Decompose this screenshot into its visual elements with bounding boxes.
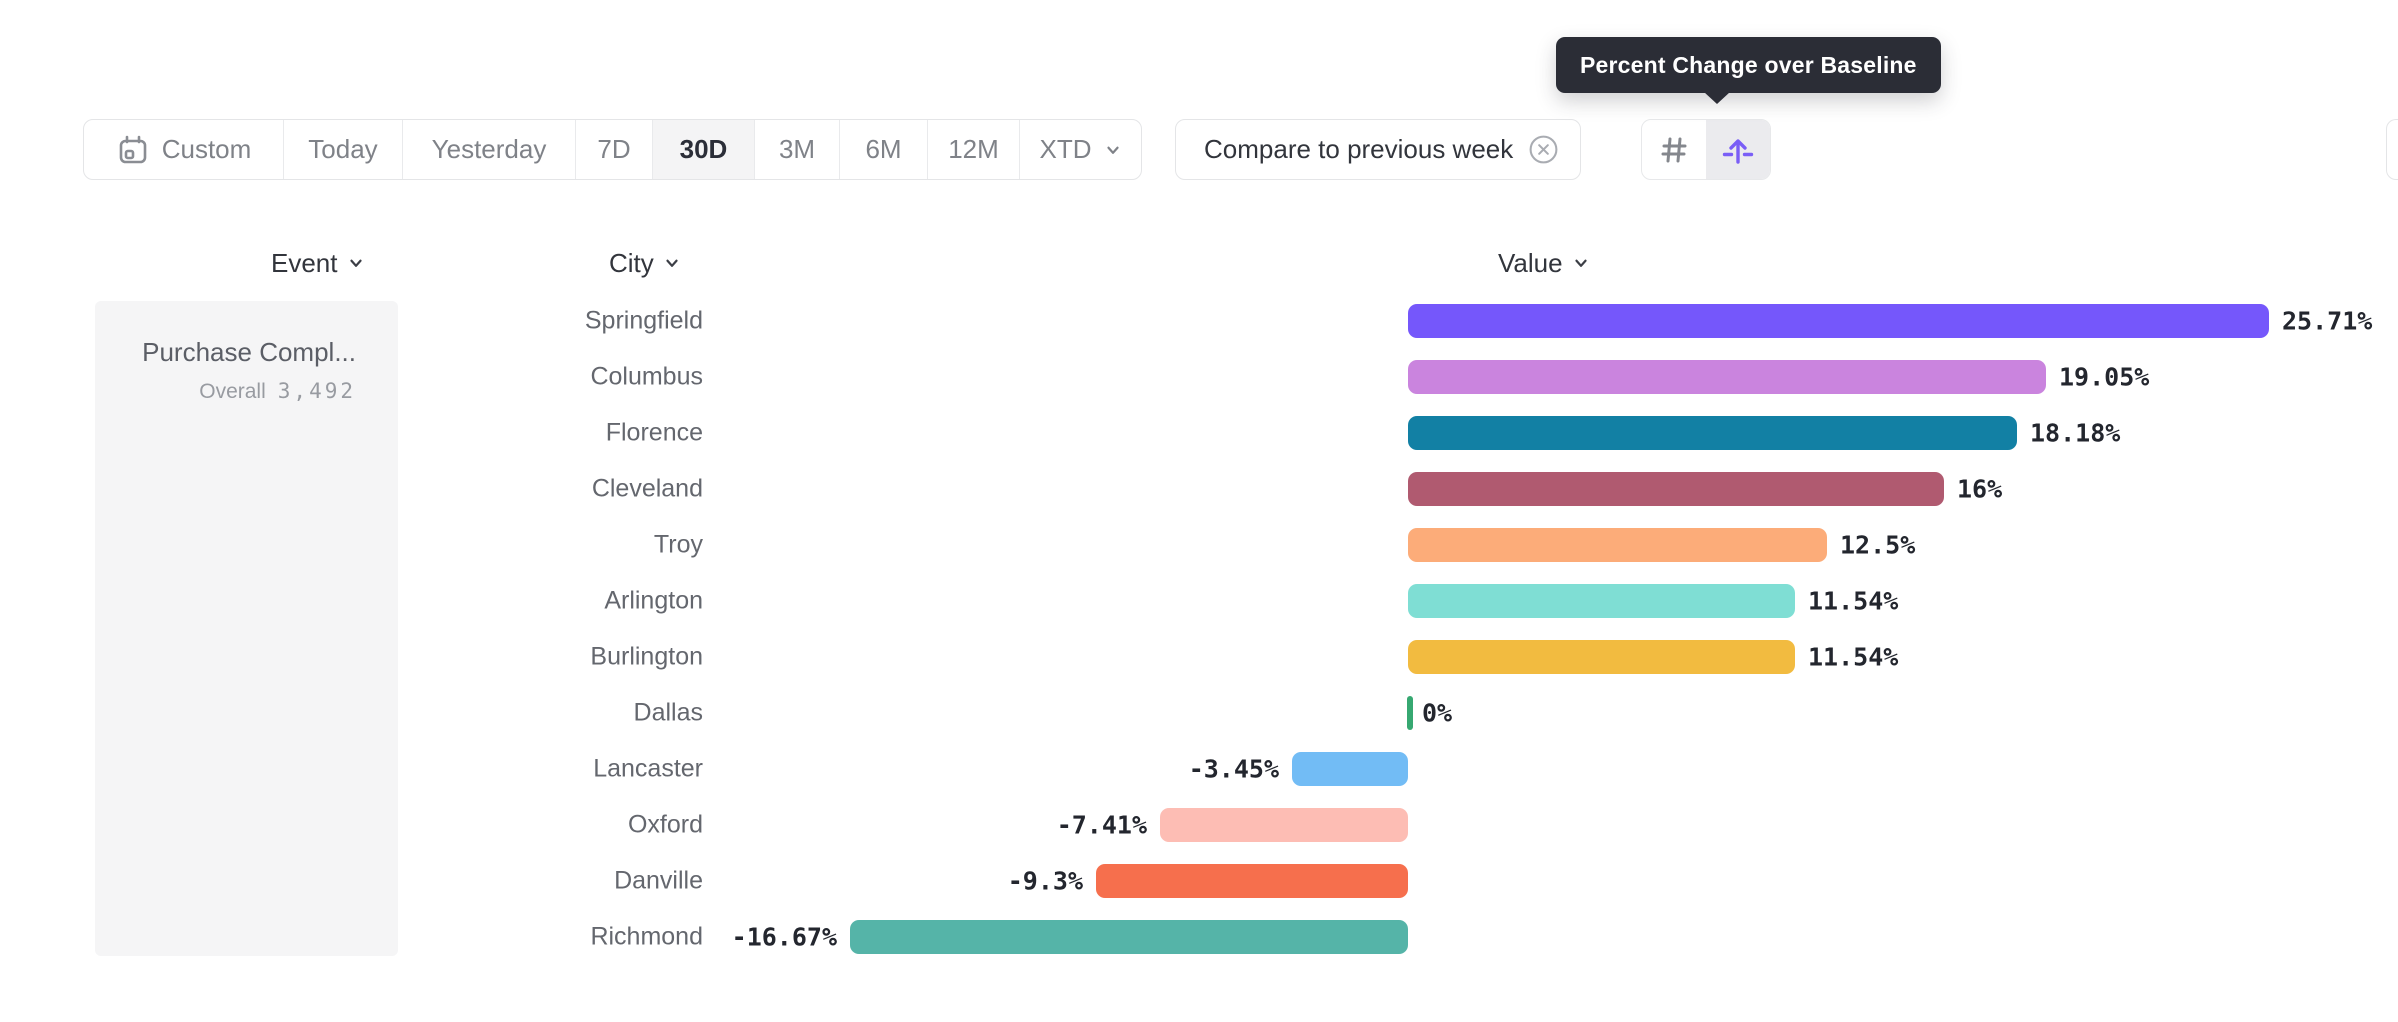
bar[interactable] — [1408, 584, 1795, 618]
range-custom-label: Custom — [161, 134, 252, 164]
value-label: -16.67% — [731, 922, 837, 952]
column-header-city[interactable]: City — [609, 248, 681, 278]
chart-row: Lancaster -3.45% — [0, 741, 2398, 797]
value-label: 0% — [1422, 698, 1453, 728]
range-3m-button[interactable]: 3M — [754, 120, 839, 179]
tooltip-text: Percent Change over Baseline — [1580, 51, 1917, 78]
hash-icon — [1658, 134, 1690, 166]
bar[interactable] — [1408, 640, 1795, 674]
value-label: -3.45% — [1188, 754, 1279, 784]
tooltip-caret — [1704, 92, 1730, 104]
event-overall-value: 3,492 — [277, 379, 356, 403]
range-6m-button[interactable]: 6M — [839, 120, 927, 179]
chevron-down-icon — [1572, 254, 1590, 272]
clipped-edge-control[interactable] — [2386, 119, 2398, 180]
city-label[interactable]: Burlington — [590, 642, 703, 671]
range-today-button[interactable]: Today — [283, 120, 402, 179]
event-overall-label: Overall — [199, 380, 266, 403]
value-label: 12.5% — [1840, 530, 1916, 560]
compare-chip-label: Compare to previous week — [1204, 134, 1514, 164]
value-label: 19.05% — [2059, 362, 2150, 392]
bar[interactable] — [1160, 808, 1408, 842]
bar[interactable] — [1408, 416, 2017, 450]
calendar-icon — [116, 133, 150, 167]
range-7d-button[interactable]: 7D — [575, 120, 652, 179]
date-range-toolbar: Custom Today Yesterday 7D 30D 3M 6M 12M … — [83, 119, 1142, 180]
city-label[interactable]: Troy — [653, 530, 703, 559]
range-xtd-button[interactable]: XTD — [1019, 120, 1141, 179]
bar[interactable] — [1408, 472, 1944, 506]
chart-row: Florence 18.18% — [0, 405, 2398, 461]
chevron-down-icon — [663, 254, 681, 272]
tooltip: Percent Change over Baseline — [1556, 37, 1941, 104]
bar[interactable] — [1292, 752, 1408, 786]
city-label[interactable]: Springfield — [584, 306, 703, 335]
range-custom-button[interactable]: Custom — [84, 120, 283, 179]
bar[interactable] — [1096, 864, 1408, 898]
city-label[interactable]: Cleveland — [591, 474, 703, 503]
city-label[interactable]: Lancaster — [593, 754, 703, 783]
event-name: Purchase Compl... — [142, 337, 356, 367]
bar[interactable] — [1408, 360, 2046, 394]
chart-row: Burlington 11.54% — [0, 629, 2398, 685]
event-card[interactable]: Purchase Compl... Overall 3,492 — [95, 301, 398, 956]
range-yesterday-button[interactable]: Yesterday — [402, 120, 575, 179]
city-label[interactable]: Richmond — [590, 922, 703, 951]
bar[interactable] — [1408, 528, 1827, 562]
chart-row: Troy 12.5% — [0, 517, 2398, 573]
chevron-down-icon — [1104, 141, 1122, 159]
column-header-event[interactable]: Event — [271, 248, 365, 278]
value-label: 25.71% — [2282, 306, 2373, 336]
city-label[interactable]: Oxford — [627, 810, 703, 839]
chevron-down-icon — [347, 254, 365, 272]
range-30d-button[interactable]: 30D — [652, 120, 754, 179]
bar-chart: Springfield 25.71% Columbus 19.05% Florence 1… — [0, 293, 2398, 965]
event-overall: Overall 3,492 — [95, 379, 356, 404]
city-label[interactable]: Danville — [614, 866, 703, 895]
value-label: -7.41% — [1056, 810, 1147, 840]
bar[interactable] — [1407, 696, 1413, 730]
chart-row: Oxford -7.41% — [0, 797, 2398, 853]
value-label: 16% — [1957, 474, 2003, 504]
grid-view-button[interactable] — [1642, 120, 1706, 179]
compare-chip[interactable]: Compare to previous week — [1175, 119, 1582, 180]
remove-compare-icon[interactable] — [1527, 133, 1560, 166]
baseline-arrow-icon — [1721, 133, 1755, 167]
chart-row: Dallas 0% — [0, 685, 2398, 741]
percent-change-baseline-button[interactable] — [1706, 120, 1770, 179]
bar[interactable] — [850, 920, 1408, 954]
value-label: 18.18% — [2030, 418, 2121, 448]
city-label[interactable]: Florence — [605, 418, 703, 447]
bar[interactable] — [1408, 304, 2269, 338]
chart-row: Richmond -16.67% — [0, 909, 2398, 965]
value-label: 11.54% — [1808, 642, 1899, 672]
chart-view-toggle — [1641, 119, 1771, 180]
chart-row: Danville -9.3% — [0, 853, 2398, 909]
city-label[interactable]: Columbus — [590, 362, 703, 391]
chart-row: Springfield 25.71% — [0, 293, 2398, 349]
chart-row: Cleveland 16% — [0, 461, 2398, 517]
column-header-value[interactable]: Value — [1498, 248, 1590, 278]
range-12m-button[interactable]: 12M — [927, 120, 1019, 179]
city-label[interactable]: Arlington — [604, 586, 703, 615]
value-label: 11.54% — [1808, 586, 1899, 616]
chart-row: Arlington 11.54% — [0, 573, 2398, 629]
city-label[interactable]: Dallas — [633, 698, 703, 727]
value-label: -9.3% — [1007, 866, 1083, 896]
chart-row: Columbus 19.05% — [0, 349, 2398, 405]
